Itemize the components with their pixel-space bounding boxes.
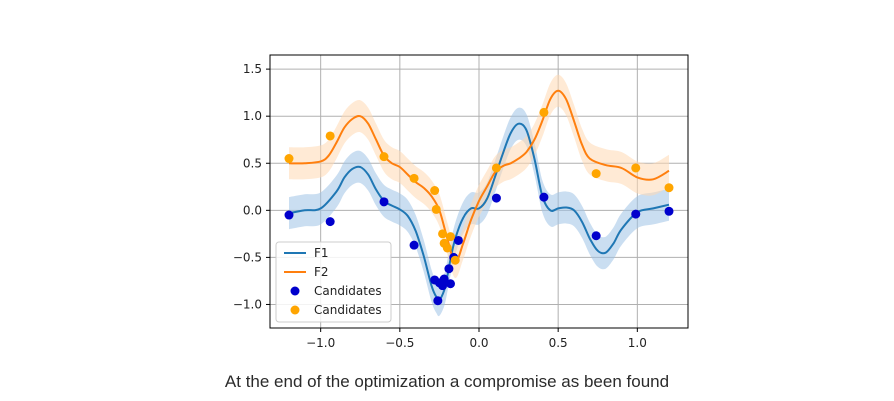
y-tick-label: 0.0 xyxy=(243,203,262,217)
blue-candidate-point xyxy=(539,192,549,202)
blue-candidate-point xyxy=(284,210,294,220)
series-lines xyxy=(288,89,670,302)
blue-candidate-point xyxy=(439,274,449,284)
blue-candidate-point xyxy=(433,296,443,306)
blue-candidate-point xyxy=(453,235,463,245)
orange-candidate-point xyxy=(539,107,549,117)
legend: F1 F2 Candidates Candidates xyxy=(275,241,392,323)
orange-candidate-point xyxy=(379,152,389,162)
x-tick-label: −1.0 xyxy=(306,336,335,350)
orange-candidate-point xyxy=(664,183,674,193)
orange-candidate-point xyxy=(409,173,419,183)
orange-candidate-point xyxy=(325,131,335,141)
x-tick-label: 0.0 xyxy=(469,336,488,350)
orange-candidate-point xyxy=(591,169,601,179)
legend-label: F1 xyxy=(314,246,329,260)
orange-candidate-point xyxy=(438,229,448,239)
confidence-bands xyxy=(289,74,669,317)
orange-candidate-point xyxy=(446,232,455,242)
blue-candidate-point xyxy=(409,240,419,250)
candidate-points xyxy=(284,107,674,306)
orange-candidate-point xyxy=(491,163,501,173)
f1-line xyxy=(288,122,670,302)
x-tick-label: −0.5 xyxy=(385,336,414,350)
blue-candidate-point xyxy=(664,206,674,216)
legend-label: Candidates xyxy=(314,284,382,298)
figure-caption: At the end of the optimization a comprom… xyxy=(224,372,670,391)
y-tick-label: −0.5 xyxy=(233,250,262,264)
f2-confidence-band xyxy=(289,74,669,279)
blue-candidate-point xyxy=(325,217,335,227)
legend-box xyxy=(275,241,392,323)
blue-candidate-point xyxy=(631,209,641,219)
orange-candidate-point xyxy=(450,255,460,265)
blue-candidate-point xyxy=(379,197,389,207)
legend-label: Candidates xyxy=(314,303,382,317)
candidates-legend-swatch xyxy=(290,286,300,296)
orange-candidate-point xyxy=(430,186,440,196)
orange-candidate-point xyxy=(631,163,641,173)
y-tick-label: 1.5 xyxy=(243,62,262,76)
x-tick-label: 1.0 xyxy=(628,336,647,350)
orange-candidate-point xyxy=(431,204,441,214)
candidates-legend-swatch xyxy=(290,305,300,315)
chart-figure: −1.0 −0.5 0.0 0.5 1.0 1.5 1.0 0.5 0.0 −0.5 −1.0 F1… xyxy=(233,54,689,350)
blue-candidate-point xyxy=(444,264,454,274)
blue-candidate-point xyxy=(491,193,501,203)
blue-candidate-point xyxy=(591,231,601,241)
x-tick-label: 0.5 xyxy=(549,336,568,350)
blue-candidate-point xyxy=(446,279,455,289)
orange-candidate-point xyxy=(284,154,294,164)
y-tick-label: 0.5 xyxy=(243,156,262,170)
axis-ticks: −1.0 −0.5 0.0 0.5 1.0 1.5 1.0 0.5 0.0 −0.5 −1.0 xyxy=(233,62,647,350)
y-tick-label: −1.0 xyxy=(233,297,262,311)
f2-line xyxy=(288,89,670,264)
legend-label: F2 xyxy=(314,265,329,279)
orange-candidate-point xyxy=(442,243,452,253)
y-tick-label: 1.0 xyxy=(243,109,262,123)
